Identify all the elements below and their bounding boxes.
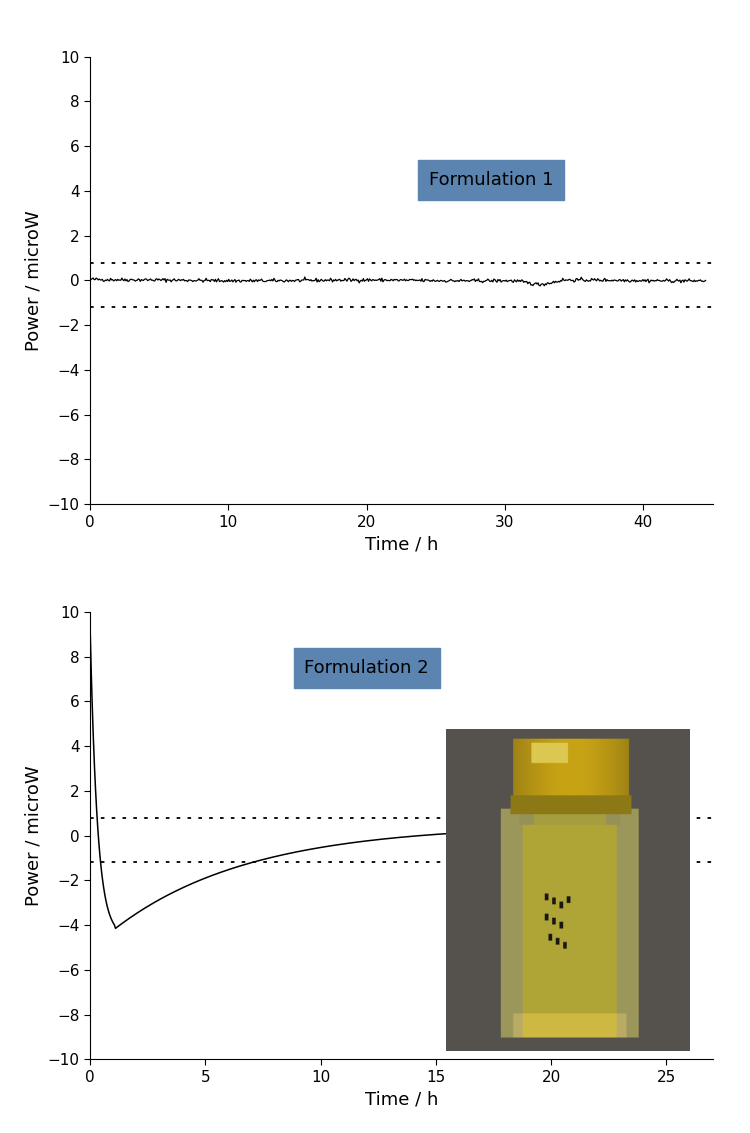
X-axis label: Time / h: Time / h — [364, 535, 438, 553]
X-axis label: Time / h: Time / h — [364, 1090, 438, 1108]
Text: Formulation 1: Formulation 1 — [429, 171, 554, 189]
Text: Formulation 2: Formulation 2 — [304, 658, 429, 676]
Y-axis label: Power / microW: Power / microW — [24, 765, 42, 906]
Y-axis label: Power / microW: Power / microW — [24, 210, 42, 351]
